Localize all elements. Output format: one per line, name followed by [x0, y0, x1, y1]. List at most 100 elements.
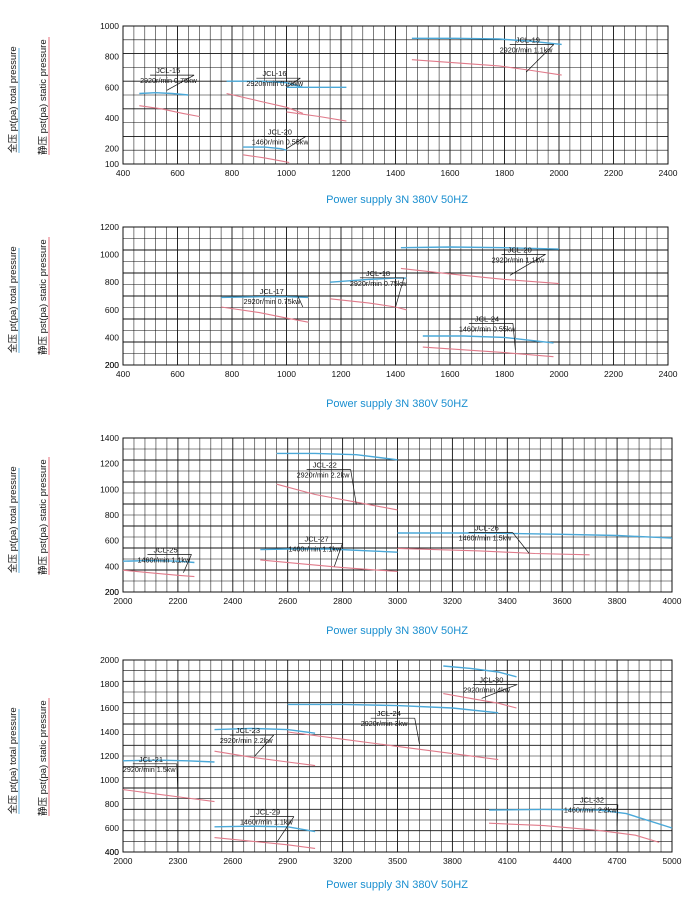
series-spec-label: 2920r/min 2.2kw	[220, 736, 274, 745]
series-spec-label: 1460r/min 0.55kw	[252, 137, 310, 146]
static-pressure-curve	[276, 483, 398, 511]
x-tick-label: 1400	[386, 369, 405, 379]
total-pressure-curve	[226, 80, 304, 88]
y-tick-label: 600	[105, 536, 119, 546]
y-tick-label: 1200	[100, 751, 119, 761]
series-name-label: JCL-22	[313, 461, 337, 470]
y-tick-label: 1400	[100, 433, 119, 443]
series-name-label: JCL-30	[479, 676, 503, 685]
x-tick-label: 3800	[608, 596, 627, 606]
series-name-label: JCL-25	[153, 545, 177, 554]
series-spec-label: 1460r/min 2.2kw	[564, 806, 618, 815]
y-tick-label: 1000	[100, 484, 119, 494]
y-tick-label: 200	[105, 360, 119, 370]
chart-1: 400 600 800 1000 1200 1400 1600 1800 2000 2200 240…	[7, 21, 678, 206]
series-name-label: JCL-21	[139, 755, 163, 764]
side-label-total: 全压 pt(pa) total pressure	[7, 46, 20, 153]
plot-frame	[122, 659, 673, 853]
x-tick-label: 3800	[443, 856, 462, 866]
y-tick-label: 1600	[100, 703, 119, 713]
x-tick-label: 800	[225, 369, 239, 379]
label-leader	[176, 763, 179, 795]
series-spec-label: 2920r/min 0.75kw	[140, 76, 198, 85]
x-tick-label: 4000	[663, 596, 682, 606]
label-leader	[166, 74, 195, 91]
side-label-static-text: 静压 pst(pa) static pressure	[37, 459, 49, 575]
side-label-static: 静压 pst(pa) static pressure	[37, 698, 50, 816]
side-label-total: 全压 pt(pa) total pressure	[7, 466, 20, 573]
y-tick-label: 600	[105, 823, 119, 833]
series-name-label: JCL-26	[475, 524, 499, 533]
series-spec-label: 2920r/min 2.2kw	[297, 471, 351, 480]
x-tick-label: 3200	[333, 856, 352, 866]
series-name-label: JCL-17	[260, 287, 284, 296]
y-tick-label: 600	[105, 305, 119, 315]
label-leader	[414, 718, 420, 745]
x-tick-label: 1200	[332, 369, 351, 379]
y-tick-label: 200	[105, 144, 119, 154]
static-pressure-curve	[139, 105, 200, 118]
series-spec-label: 2920r/min 0.75kw	[246, 79, 304, 88]
x-tick-label: 2000	[550, 168, 569, 178]
series-name-label: JCL-29	[256, 808, 280, 817]
x-tick-label: 1600	[441, 168, 460, 178]
label-leader	[183, 554, 192, 573]
y-tick-label: 200	[105, 587, 119, 597]
series-name-label: JCL-24	[475, 314, 499, 323]
y-tick-label: 600	[105, 82, 119, 92]
x-tick-label: 3600	[553, 596, 572, 606]
static-pressure-curve	[242, 154, 290, 164]
x-tick-label: 2200	[604, 168, 623, 178]
side-label-total: 全压 pt(pa) total pressure	[7, 246, 20, 353]
x-tick-label: 2200	[604, 369, 623, 379]
series-name-label: JCL-32	[580, 796, 604, 805]
y-tick-label: 1000	[100, 775, 119, 785]
series-name-label: JCL-18	[366, 269, 390, 278]
y-tick-label: 1200	[100, 459, 119, 469]
chart-caption: Power supply 3N 380V 50HZ	[326, 194, 468, 206]
static-pressure-curve	[411, 59, 562, 76]
x-tick-label: 800	[225, 168, 239, 178]
y-tick-label: 400	[105, 561, 119, 571]
series-spec-label: 1460r/min 0.55kw	[459, 324, 517, 333]
x-tick-label: 1400	[386, 168, 405, 178]
series-spec-label: 1460r/min 1.1kw	[240, 818, 294, 827]
side-label-static-text: 静压 pst(pa) static pressure	[37, 700, 49, 816]
label-leader	[509, 254, 546, 276]
x-tick-label: 4700	[608, 856, 627, 866]
series-name-label: JCL-23	[236, 726, 260, 735]
y-tick-label: 1200	[100, 222, 119, 232]
label-leader	[350, 469, 357, 505]
side-label-total-text: 全压 pt(pa) total pressure	[7, 466, 19, 573]
series-spec-label: 1460r/min 1.1kw	[288, 544, 342, 553]
x-tick-label: 1000	[277, 168, 296, 178]
total-pressure-curve	[139, 91, 189, 96]
y-tick-label: 1400	[100, 727, 119, 737]
x-tick-label: 3000	[388, 596, 407, 606]
chart-2: 400 600 800 1000 1200 1400 1600 1800 2000 2200 240…	[7, 222, 678, 410]
side-label-static: 静压 pst(pa) static pressure	[37, 37, 50, 155]
series-name-label: JCL-15	[156, 66, 180, 75]
static-pressure-curve	[400, 267, 560, 285]
side-label-total-text: 全压 pt(pa) total pressure	[7, 46, 19, 153]
x-tick-label: 600	[170, 369, 184, 379]
side-label-static-text: 静压 pst(pa) static pressure	[37, 239, 49, 355]
series-spec-label: 2920r/min 4kw	[463, 686, 511, 695]
static-pressure-curve	[443, 693, 517, 709]
series-spec-label: 2920r/min 1.5kw	[123, 765, 177, 774]
x-tick-label: 1000	[277, 369, 296, 379]
total-pressure-curve	[276, 452, 398, 461]
label-leader	[276, 816, 295, 843]
x-tick-label: 2200	[168, 596, 187, 606]
y-tick-label: 1800	[100, 679, 119, 689]
static-pressure-curve	[422, 346, 554, 358]
total-pressure-curve	[411, 37, 562, 46]
x-tick-label: 1600	[441, 369, 460, 379]
x-tick-label: 3500	[388, 856, 407, 866]
static-pressure-curve	[122, 569, 195, 578]
label-leader	[512, 532, 530, 554]
static-pressure-curve	[122, 789, 215, 803]
side-label-static-text: 静压 pst(pa) static pressure	[37, 39, 49, 155]
total-pressure-curve	[260, 548, 398, 553]
static-pressure-curve	[330, 298, 407, 311]
